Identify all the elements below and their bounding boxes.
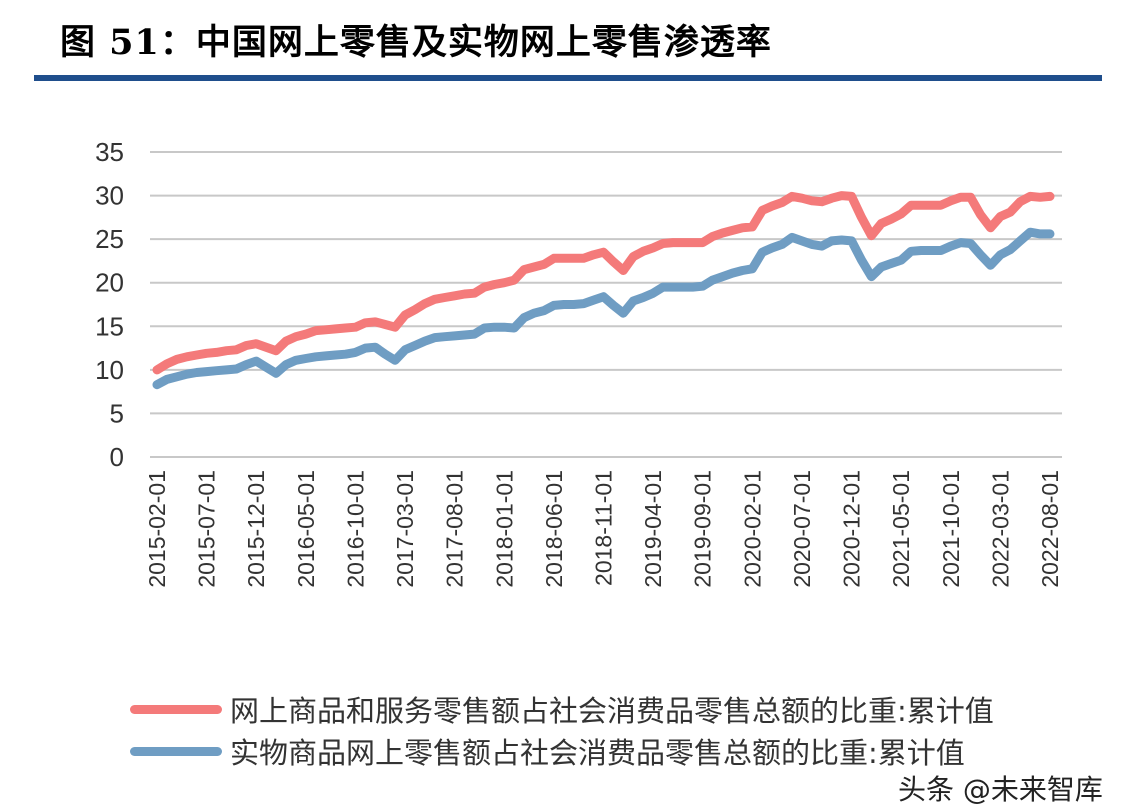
x-tick-label: 2015-12-01: [243, 470, 269, 588]
x-tick-labels: 2015-02-01 2015-07-01 2015-12-01 2016-05-01…: [144, 470, 1063, 588]
series-lines: [152, 191, 1055, 390]
x-tick-label: 2018-01-01: [491, 470, 517, 588]
legend-label: 网上商品和服务零售额占社会消费品零售总额的比重:累计值: [230, 694, 994, 728]
x-tick-label: 2018-11-01: [591, 470, 617, 586]
y-tick-label: 20: [95, 268, 124, 298]
y-tick-label: 35: [95, 137, 124, 167]
y-tick-label: 5: [110, 398, 124, 428]
x-tick-label: 2022-03-01: [987, 470, 1013, 588]
x-tick-label: 2020-12-01: [839, 470, 865, 588]
x-tick-label: 2016-05-01: [293, 470, 319, 588]
title-underline: [34, 75, 1102, 81]
legend-item-series-2: 实物商品网上零售额占社会消费品零售总额的比重:累计值: [130, 730, 965, 772]
x-tick-label: 2015-07-01: [194, 470, 220, 588]
x-tick-label: 2018-06-01: [541, 470, 567, 588]
x-tick-label: 2019-09-01: [690, 470, 716, 588]
gridlines: [150, 151, 1062, 458]
x-tick-label: 2021-05-01: [888, 470, 914, 588]
x-tick-label: 2022-08-01: [1037, 470, 1063, 588]
legend-swatch-red: [130, 704, 222, 714]
y-tick-label: 30: [95, 181, 124, 211]
x-tick-label: 2020-07-01: [789, 470, 815, 588]
y-tick-label: 15: [95, 311, 124, 341]
x-tick-label: 2016-10-01: [342, 470, 368, 588]
figure-title: 图 51：中国网上零售及实物网上零售渗透率: [60, 22, 772, 63]
y-tick-label: 0: [110, 442, 124, 472]
x-tick-label: 2017-03-01: [392, 470, 418, 588]
x-tick-label: 2019-04-01: [640, 470, 666, 588]
series-line-1: [152, 191, 1055, 375]
y-tick-label: 10: [95, 355, 124, 385]
legend-swatch-blue: [130, 746, 222, 756]
x-tick-label: 2017-08-01: [442, 470, 468, 588]
legend-label: 实物商品网上零售额占社会消费品零售总额的比重:累计值: [230, 736, 965, 770]
series-line-2: [152, 227, 1055, 390]
x-tick-label: 2015-02-01: [144, 470, 170, 588]
y-tick-label: 25: [95, 224, 124, 254]
x-tick-label: 2021-10-01: [938, 470, 964, 588]
legend-item-series-1: 网上商品和服务零售额占社会消费品零售总额的比重:累计值: [130, 688, 994, 730]
watermark: 头条 @未来智库: [898, 773, 1103, 806]
y-tick-labels: 0 5 10 15 20 25 30 35: [95, 137, 124, 472]
x-tick-label: 2020-02-01: [739, 470, 765, 588]
